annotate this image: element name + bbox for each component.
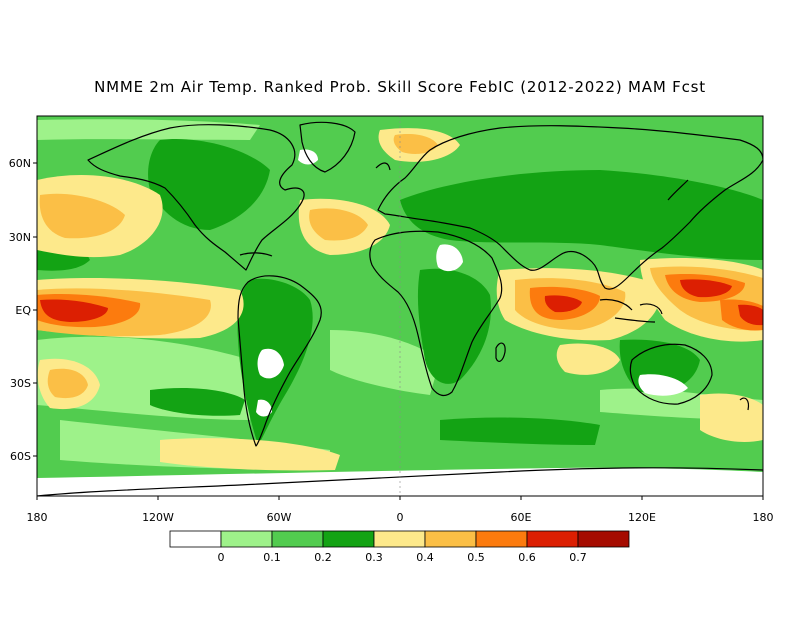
map-title: NMME 2m Air Temp. Ranked Prob. Skill Sco…	[94, 78, 706, 96]
legend-label: 0.1	[263, 551, 281, 564]
north-america-coast	[87, 124, 305, 271]
lat-tick-label: 30N	[9, 231, 31, 244]
legend-swatch	[526, 530, 579, 548]
legend-swatch	[577, 530, 630, 548]
madagascar-coast	[495, 342, 506, 362]
caribbean-coast	[239, 252, 273, 257]
antarctica-coast	[37, 467, 763, 496]
legend-swatch	[169, 530, 222, 548]
lon-tick-label: 120W	[142, 511, 174, 524]
lat-tick-label: EQ	[15, 304, 31, 317]
coastlines	[37, 121, 763, 496]
new-zealand-coast	[739, 397, 750, 411]
legend-label: 0.6	[518, 551, 536, 564]
lat-tick-label: 30S	[10, 377, 31, 390]
lon-tick-label: 0	[397, 511, 404, 524]
greenland-coast	[299, 121, 356, 173]
legend-label: 0	[218, 551, 225, 564]
legend-label: 0.3	[365, 551, 383, 564]
tick-marks	[33, 162, 764, 500]
lon-tick-label: 60E	[511, 511, 532, 524]
lat-tick-label: 60S	[10, 450, 31, 463]
legend-swatch	[373, 530, 426, 548]
legend-label: 0.7	[569, 551, 587, 564]
red-regions	[37, 273, 763, 331]
indonesia-coast	[599, 298, 663, 323]
lon-tick-label: 180	[27, 511, 48, 524]
legend-label: 0.4	[416, 551, 434, 564]
legend-label: 0.2	[314, 551, 332, 564]
legend-swatch	[475, 530, 528, 548]
legend-swatch	[424, 530, 477, 548]
south-america-coast	[237, 275, 322, 447]
legend-label: 0.5	[467, 551, 485, 564]
africa-coast	[369, 230, 503, 397]
lon-tick-labels: 180 120W 60W 0 60E 120E 180	[27, 511, 774, 524]
australia-coast	[629, 343, 713, 405]
color-legend: 0 0.1 0.2 0.3 0.4 0.5 0.6 0.7	[169, 530, 630, 564]
legend-swatch	[322, 530, 375, 548]
lon-tick-label: 180	[753, 511, 774, 524]
lon-tick-label: 60W	[267, 511, 292, 524]
lat-tick-label: 60N	[9, 157, 31, 170]
dark-green-regions	[37, 139, 763, 445]
legend-swatch	[271, 530, 324, 548]
japan-coast	[667, 179, 689, 201]
lat-tick-labels: 60N 30N EQ 30S 60S	[9, 157, 32, 463]
lon-tick-label: 120E	[628, 511, 656, 524]
eurasia-coast	[377, 125, 763, 290]
legend-swatch	[220, 530, 273, 548]
uk-coast	[375, 162, 391, 171]
